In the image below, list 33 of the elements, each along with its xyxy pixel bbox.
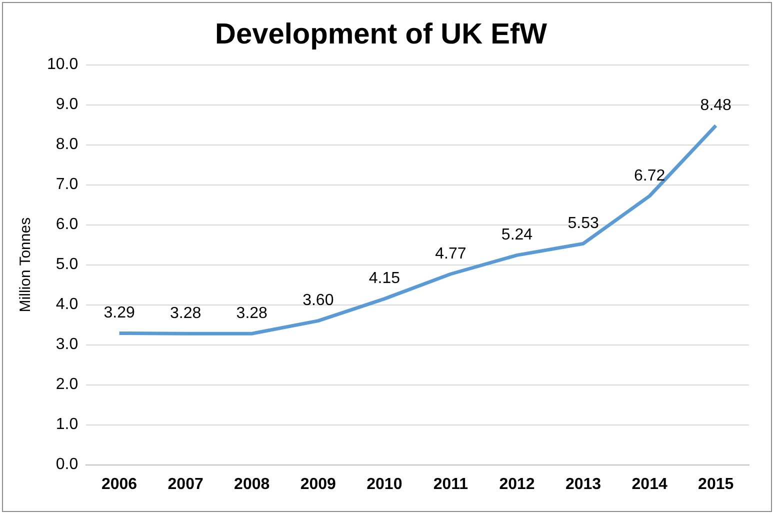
y-tick-label: 0.0	[56, 456, 78, 474]
data-label: 5.53	[568, 215, 599, 232]
data-label: 5.24	[501, 226, 533, 244]
x-tick-label: 2015	[698, 476, 734, 493]
y-tick-label: 10.0	[47, 56, 78, 74]
x-tick-label: 2010	[366, 476, 402, 493]
data-label: 4.77	[435, 245, 466, 262]
x-tick-label: 2013	[565, 476, 602, 493]
chart-title: Development of UK EfW	[215, 18, 548, 50]
x-tick-label: 2008	[234, 476, 270, 493]
data-label: 3.28	[170, 305, 202, 322]
y-tick-label: 4.0	[56, 296, 78, 314]
y-tick-label: 8.0	[56, 136, 78, 154]
x-tick-label: 2007	[168, 476, 204, 493]
y-tick-label: 2.0	[56, 376, 78, 394]
data-label: 3.29	[104, 304, 135, 322]
y-axis-title: Million Tonnes	[17, 217, 34, 312]
data-label: 8.48	[700, 97, 732, 114]
x-tick-label: 2006	[101, 476, 138, 493]
x-tick-label: 2012	[499, 476, 535, 493]
y-tick-label: 6.0	[56, 216, 78, 234]
y-tick-label: 5.0	[56, 256, 78, 274]
y-tick-label: 7.0	[56, 176, 78, 194]
data-label: 3.28	[236, 305, 268, 322]
x-tick-label: 2009	[300, 476, 336, 493]
data-label: 6.72	[634, 167, 666, 184]
y-tick-label: 1.0	[56, 416, 78, 434]
data-label: 3.60	[302, 292, 334, 310]
x-tick-label: 2014	[632, 476, 668, 493]
y-tick-label: 9.0	[56, 96, 78, 114]
x-tick-label: 2011	[433, 476, 468, 493]
data-label: 4.15	[368, 270, 400, 288]
y-tick-label: 3.0	[56, 336, 78, 354]
